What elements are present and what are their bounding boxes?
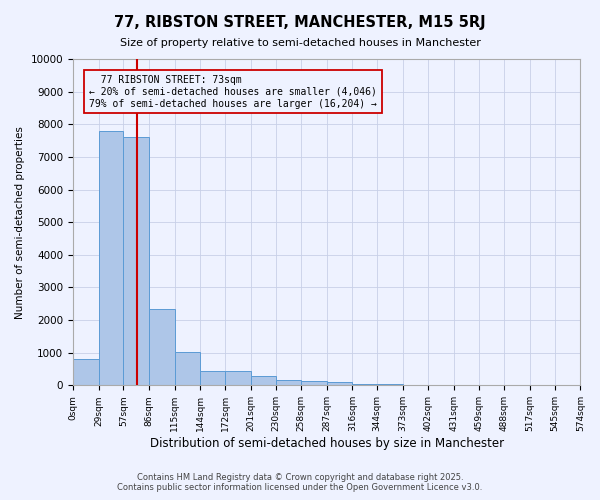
Text: 77, RIBSTON STREET, MANCHESTER, M15 5RJ: 77, RIBSTON STREET, MANCHESTER, M15 5RJ (114, 15, 486, 30)
Bar (225, 372, 251, 386)
Bar (377, 384, 403, 386)
Bar (276, 380, 301, 386)
Bar (149, 308, 175, 386)
Bar (327, 382, 352, 386)
Bar (301, 382, 327, 386)
Bar (124, 138, 149, 386)
Bar (98, 131, 124, 386)
Bar (352, 384, 377, 386)
Bar (403, 384, 428, 386)
Text: Contains HM Land Registry data © Crown copyright and database right 2025.
Contai: Contains HM Land Registry data © Crown c… (118, 473, 482, 492)
Text: 77 RIBSTON STREET: 73sqm
← 20% of semi-detached houses are smaller (4,046)
79% o: 77 RIBSTON STREET: 73sqm ← 20% of semi-d… (89, 76, 377, 108)
Bar (251, 376, 276, 386)
Text: Size of property relative to semi-detached houses in Manchester: Size of property relative to semi-detach… (119, 38, 481, 48)
Y-axis label: Number of semi-detached properties: Number of semi-detached properties (15, 126, 25, 318)
Bar (73, 359, 98, 386)
Bar (200, 370, 225, 386)
X-axis label: Distribution of semi-detached houses by size in Manchester: Distribution of semi-detached houses by … (149, 437, 504, 450)
Bar (175, 352, 200, 386)
